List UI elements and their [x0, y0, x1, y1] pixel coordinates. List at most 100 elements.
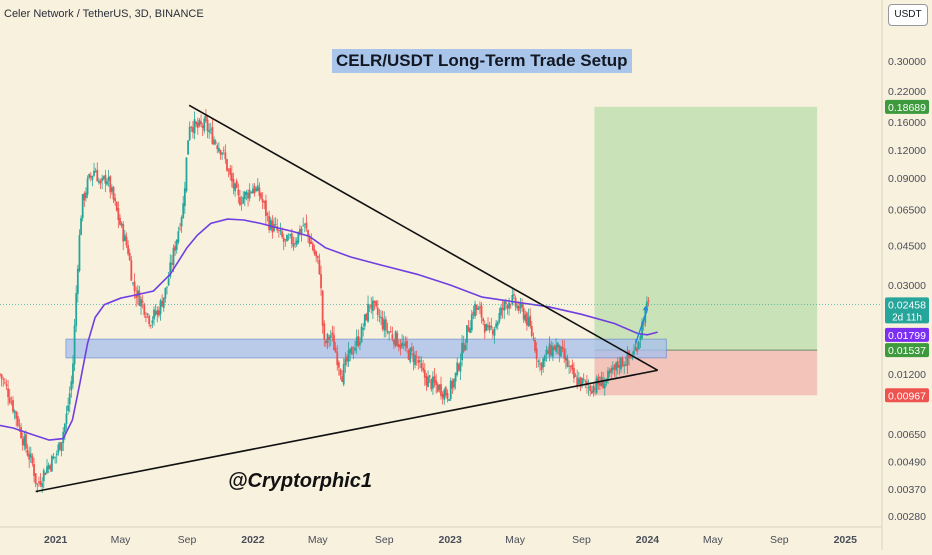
x-tick-label: 2021 — [44, 534, 68, 546]
candle-body — [341, 376, 343, 382]
candle-body — [368, 305, 371, 307]
candle-body — [5, 384, 8, 386]
candle-body — [331, 332, 334, 335]
candle-body — [54, 456, 57, 458]
candle-body — [610, 368, 613, 373]
x-tick-label: 2022 — [241, 534, 265, 546]
candle-body — [483, 324, 486, 333]
profit-zone — [594, 106, 818, 351]
y-tick-label: 0.00650 — [888, 429, 926, 441]
candle-body — [117, 208, 120, 221]
candle-body — [545, 349, 548, 355]
candle-body — [504, 301, 507, 305]
candle-body — [279, 229, 282, 232]
candle-body — [623, 364, 626, 366]
candle-body — [36, 483, 39, 485]
candle-body — [39, 481, 42, 485]
candle-body — [415, 356, 418, 358]
candle-body — [307, 230, 309, 236]
candle-body — [438, 384, 441, 390]
candle-body — [125, 236, 128, 246]
candle-body — [122, 224, 125, 242]
candle-body — [146, 313, 149, 316]
y-tick-label: 0.09000 — [888, 173, 926, 185]
candle-body — [446, 393, 449, 399]
candle-body — [80, 218, 82, 236]
currency-selector[interactable]: USDT — [888, 4, 928, 26]
price-badge — [885, 99, 929, 114]
candle-body — [423, 369, 426, 378]
candle-body — [506, 305, 509, 309]
candle-body — [378, 315, 381, 317]
candle-body — [323, 323, 326, 340]
candle-body — [613, 365, 616, 370]
candle-body — [521, 303, 523, 308]
candle-body — [479, 306, 481, 309]
candle-body — [219, 150, 222, 155]
candle-body — [482, 318, 485, 322]
candle-body — [615, 362, 618, 371]
candle-body — [524, 314, 527, 321]
candle-body — [127, 245, 129, 254]
candle-body — [143, 303, 146, 315]
candle-body — [221, 152, 224, 155]
candle-body — [253, 186, 256, 194]
candle-body — [148, 315, 151, 325]
candle-body — [328, 336, 331, 340]
candle-body — [214, 141, 217, 144]
candle-body — [334, 347, 337, 353]
candle-body — [169, 262, 172, 277]
candle-body — [391, 334, 394, 339]
candle-body — [182, 203, 185, 219]
candle-body — [29, 453, 32, 458]
candle-body — [577, 378, 580, 384]
candle-body — [493, 329, 496, 336]
candle-body — [490, 325, 493, 328]
candle-body — [25, 434, 27, 449]
candle-body — [513, 294, 515, 296]
candle-body — [537, 360, 540, 363]
candle-body — [464, 344, 467, 351]
candle-body — [67, 405, 69, 411]
candle-body — [55, 453, 58, 456]
candle-body — [93, 170, 95, 176]
candle-body — [190, 126, 193, 128]
candle-body — [466, 325, 468, 343]
candle-body — [535, 348, 538, 360]
candle-body — [130, 260, 133, 281]
candle-body — [42, 470, 45, 482]
symbol-header: Celer Network / TetherUS, 3D, BINANCE — [4, 8, 204, 20]
candle-body — [420, 363, 423, 369]
candle-body — [145, 316, 147, 318]
candle-body — [114, 198, 117, 202]
candle-body — [467, 327, 470, 332]
breakout-arrow — [634, 308, 649, 344]
candle-body — [174, 246, 177, 251]
candle-body — [183, 188, 186, 207]
x-tick-label: May — [505, 534, 526, 546]
candle-body — [26, 450, 29, 456]
candle-body — [226, 159, 228, 171]
candle-body — [584, 380, 587, 382]
candle-body — [170, 262, 173, 265]
candle-body — [389, 331, 392, 333]
candle-body — [149, 325, 152, 326]
candle-body — [419, 360, 421, 363]
candle-body — [444, 387, 447, 396]
candle-body — [365, 313, 368, 321]
candle-body — [20, 427, 22, 439]
candle-body — [132, 282, 134, 284]
candle-body — [560, 346, 562, 357]
candle-body — [57, 444, 60, 453]
candle-body — [542, 358, 545, 368]
candle-body — [15, 411, 18, 419]
candle-body — [624, 364, 627, 367]
candle-body — [277, 230, 280, 232]
candle-body — [474, 303, 476, 317]
candle-body — [235, 180, 238, 188]
candle-body — [404, 342, 407, 347]
candle-body — [597, 376, 600, 385]
candle-body — [462, 343, 465, 352]
candle-body — [211, 127, 214, 144]
